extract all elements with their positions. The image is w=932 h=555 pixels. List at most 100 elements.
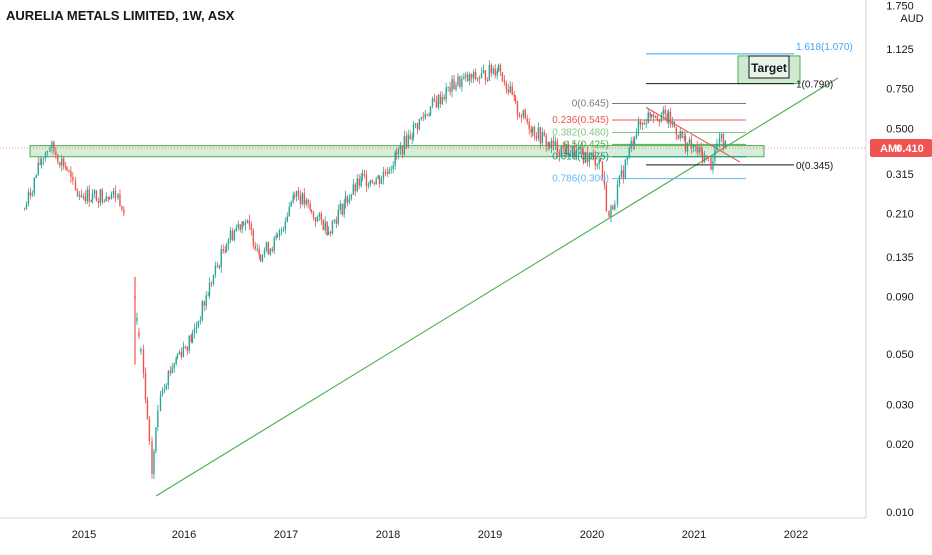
candle-body [288, 206, 290, 217]
candle-body [679, 131, 681, 139]
candle-body [426, 114, 428, 116]
candle-body [449, 87, 451, 92]
candle-body [175, 357, 177, 365]
candle-body [530, 128, 532, 133]
candle-body [439, 94, 441, 105]
candle-body [548, 142, 551, 149]
candle-body [252, 230, 254, 246]
candle-body [562, 146, 564, 149]
candle-body [101, 189, 103, 202]
candle-body [112, 190, 115, 194]
candle-body [49, 147, 51, 152]
candle-body [31, 193, 34, 196]
candle-body [208, 283, 211, 296]
candle-body [146, 399, 149, 420]
candle-body [694, 145, 696, 147]
candle-body [451, 79, 453, 92]
candle-body [371, 180, 373, 183]
candle-body [138, 331, 140, 337]
candle-body [453, 79, 455, 90]
candle-body [437, 94, 440, 108]
candle-body [637, 121, 640, 134]
candle-body [171, 367, 173, 373]
candle-body [407, 134, 409, 148]
candle-body [242, 221, 245, 225]
candle-body [592, 153, 594, 155]
candle-body [472, 71, 475, 79]
y-tick-label: 1.125 [886, 44, 914, 56]
candle-body [322, 219, 324, 231]
candle-body [394, 152, 396, 166]
candle-body [720, 133, 723, 138]
candle-body [395, 152, 398, 155]
x-tick-label: 2017 [274, 529, 298, 541]
candle-body [303, 193, 305, 205]
candle-body [390, 169, 392, 170]
candle-body [250, 224, 253, 231]
candle-body [55, 151, 57, 156]
candle-body [44, 152, 47, 159]
candle-body [84, 196, 86, 202]
candle-body [533, 126, 536, 137]
candle-body [490, 64, 492, 74]
candle-body [326, 221, 328, 236]
candle-body [165, 385, 168, 390]
candle-body [354, 184, 356, 192]
candle-body [535, 136, 538, 139]
candle-body [176, 354, 179, 358]
candle-body [248, 220, 251, 225]
candle-body [316, 216, 319, 222]
candle-body [42, 158, 45, 160]
x-tick-label: 2016 [172, 529, 196, 541]
candle-body [384, 171, 387, 173]
candle-body [626, 157, 628, 160]
long-term-trendline [155, 77, 839, 497]
candle-body [424, 114, 426, 118]
candle-body [61, 158, 63, 166]
candle-body [601, 161, 604, 177]
candle-body [683, 136, 685, 138]
candle-body [220, 249, 222, 268]
candle-body [650, 114, 653, 117]
candle-body [90, 199, 92, 202]
candle-body [677, 134, 679, 139]
candle-body [501, 72, 504, 81]
candle-body [666, 114, 668, 123]
candle-body [343, 203, 345, 215]
candle-body [503, 80, 506, 84]
y-tick-label: 0.030 [886, 399, 914, 411]
candle-body [488, 64, 491, 81]
candle-body [337, 209, 339, 224]
candle-body [356, 178, 358, 192]
candle-body [70, 171, 72, 177]
candle-body [701, 151, 704, 163]
candle-body [33, 178, 35, 194]
candle-body [610, 206, 612, 217]
candle-body [163, 389, 166, 391]
candle-body [482, 70, 485, 73]
candle-body [271, 248, 273, 252]
candle-body [698, 146, 700, 153]
candle-body [541, 132, 543, 144]
candle-body [51, 141, 53, 148]
candle-body [524, 109, 526, 119]
last-price-label: 0.410 [896, 143, 924, 155]
candle-body [599, 159, 602, 162]
y-tick-label: 0.090 [886, 292, 914, 304]
candle-body [191, 332, 194, 343]
candle-body [365, 174, 368, 187]
candle-body [577, 148, 579, 150]
candle-body [643, 122, 645, 125]
fib-retracement-label: 0.5(0.425) [563, 139, 609, 150]
candle-body [686, 143, 689, 152]
candle-body [635, 133, 638, 139]
candle-body [603, 176, 606, 185]
candle-body [241, 221, 243, 230]
candle-body [178, 351, 181, 355]
candle-body [78, 195, 81, 196]
candle-body [292, 195, 294, 202]
candle-body [392, 165, 394, 170]
candle-body [86, 189, 88, 202]
